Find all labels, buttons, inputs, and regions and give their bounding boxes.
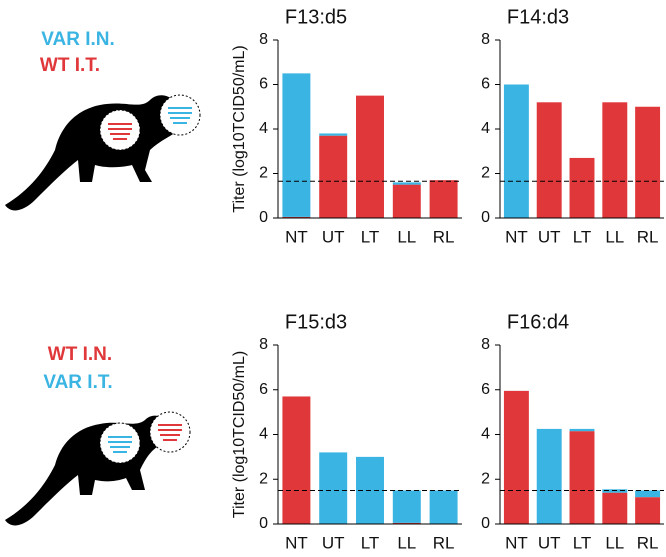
x-tick-label: RL xyxy=(433,533,455,552)
y-tick-label: 6 xyxy=(481,76,490,93)
bar-segment xyxy=(429,490,458,524)
x-tick-label: RL xyxy=(637,533,659,552)
x-tick-label: RL xyxy=(637,227,659,246)
x-tick-label: UT xyxy=(538,227,561,246)
bar-segment xyxy=(319,135,348,218)
bar-segment xyxy=(282,396,311,524)
bar-segment xyxy=(503,390,529,524)
chart-title: F14:d3 xyxy=(507,6,569,28)
y-axis-label: Titer (log10TCID50/mL) xyxy=(231,45,248,212)
y-tick-label: 8 xyxy=(481,31,490,48)
y-tick-label: 4 xyxy=(259,120,268,137)
bar-segment xyxy=(282,216,311,218)
bar-segment xyxy=(635,497,661,524)
y-tick-label: 0 xyxy=(259,209,268,226)
bar-segment xyxy=(429,180,458,218)
bar-segment xyxy=(536,428,562,524)
y-tick-label: 2 xyxy=(481,470,490,487)
x-tick-label: LL xyxy=(605,533,624,552)
y-tick-label: 4 xyxy=(481,426,490,443)
x-tick-label: LT xyxy=(573,533,592,552)
y-tick-label: 2 xyxy=(259,470,268,487)
x-tick-label: RL xyxy=(433,227,455,246)
x-tick-label: LT xyxy=(361,533,380,552)
chart-title: F16:d4 xyxy=(507,311,569,333)
virus-rna xyxy=(158,424,182,441)
bar-segment xyxy=(392,182,421,185)
ferret-bottom xyxy=(5,411,191,526)
x-tick-label: LT xyxy=(573,227,592,246)
bar-segment xyxy=(635,106,661,218)
y-tick-label: 6 xyxy=(259,381,268,398)
bar-segment xyxy=(536,102,562,218)
y-tick-label: 0 xyxy=(481,209,490,226)
y-tick-label: 2 xyxy=(259,165,268,182)
legend-text: WT I.N. xyxy=(48,344,112,365)
bar-segment xyxy=(392,522,421,524)
x-tick-label: LL xyxy=(397,227,416,246)
virus-rna xyxy=(108,123,132,140)
y-tick-label: 6 xyxy=(481,381,490,398)
bar-segment xyxy=(392,490,421,523)
x-tick-label: UT xyxy=(322,533,345,552)
y-axis-label: Titer (log10TCID50/mL) xyxy=(231,351,248,518)
y-tick-label: 0 xyxy=(481,515,490,532)
x-tick-label: LL xyxy=(605,227,624,246)
y-tick-label: 2 xyxy=(481,165,490,182)
bar-segment xyxy=(319,133,348,136)
bar-segment xyxy=(356,95,384,218)
x-tick-label: LL xyxy=(397,533,416,552)
chart-title: F15:d3 xyxy=(285,311,347,333)
ferret-silhouette xyxy=(5,95,187,211)
bar-segment xyxy=(602,102,628,218)
virus-rna xyxy=(168,107,192,124)
y-tick-label: 0 xyxy=(259,515,268,532)
bar-segment xyxy=(569,428,595,432)
virus-icon xyxy=(149,411,191,453)
bar-segment xyxy=(602,492,628,524)
virus-icon xyxy=(159,94,201,136)
x-tick-label: LT xyxy=(361,227,380,246)
ferret-top xyxy=(5,94,201,211)
bar-segment xyxy=(569,157,595,218)
y-tick-label: 8 xyxy=(481,336,490,353)
bar-segment xyxy=(503,84,529,218)
x-tick-label: NT xyxy=(505,533,528,552)
bar-segment xyxy=(635,490,661,498)
x-tick-label: NT xyxy=(285,533,308,552)
y-tick-label: 4 xyxy=(481,120,490,137)
bar-segment xyxy=(319,452,348,524)
ferret-silhouette xyxy=(5,415,170,526)
y-tick-label: 8 xyxy=(259,336,268,353)
x-tick-label: NT xyxy=(505,227,528,246)
y-tick-label: 6 xyxy=(259,76,268,93)
bar-segment xyxy=(392,184,421,218)
chart-title: F13:d5 xyxy=(285,6,347,28)
bar-segment xyxy=(282,73,311,217)
y-tick-label: 4 xyxy=(259,426,268,443)
virus-rna xyxy=(108,436,132,453)
y-tick-label: 8 xyxy=(259,31,268,48)
legend-text: WT I.T. xyxy=(40,55,100,76)
legend-text: VAR I.N. xyxy=(41,29,115,50)
bar-segment xyxy=(569,431,595,524)
x-tick-label: UT xyxy=(538,533,561,552)
legend-text: VAR I.T. xyxy=(43,372,112,393)
x-tick-label: NT xyxy=(285,227,308,246)
bar-segment xyxy=(602,489,628,493)
x-tick-label: UT xyxy=(322,227,345,246)
